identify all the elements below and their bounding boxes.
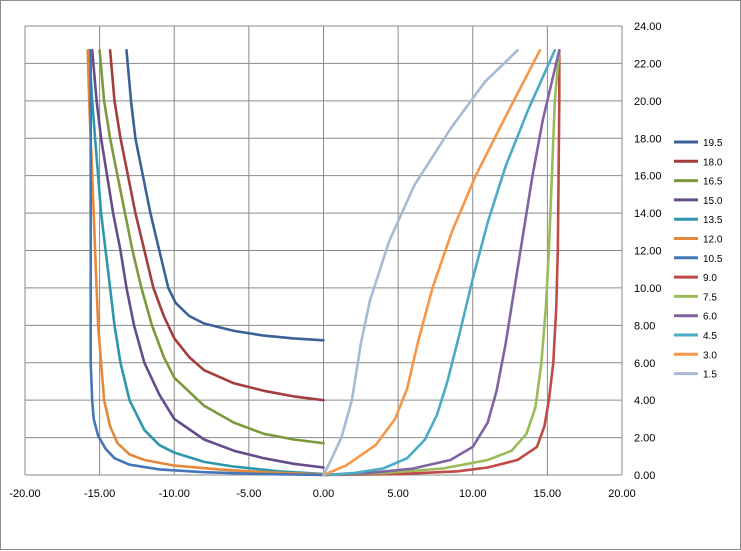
y-tick-label: 2.00: [634, 433, 655, 445]
y-tick-label: 4.00: [634, 395, 655, 407]
y-tick-label: 22.00: [634, 58, 662, 70]
legend-label: 10.5: [703, 254, 723, 265]
grid: [24, 25, 623, 476]
series-line-1.5: [322, 48, 519, 477]
y-tick-label: 0.00: [634, 470, 655, 482]
legend-label: 4.5: [703, 331, 717, 342]
y-axis-ticks: 0.00 2.00 4.00 6.00 8.00 10.00 12.00 14.00 16.00…: [634, 21, 662, 482]
series-line-7.5: [322, 48, 561, 477]
legend-label: 7.5: [703, 292, 717, 303]
legend-label: 18.0: [703, 157, 723, 168]
series-line-15.0: [90, 48, 325, 469]
series-line-18.0: [108, 48, 325, 402]
x-tick-label: 10.00: [459, 488, 487, 500]
x-axis-ticks: -20.00 -15.00 -10.00 -5.00 0.00 5.00 10.00 15.0…: [9, 488, 635, 500]
legend-label: 1.5: [703, 370, 717, 381]
x-tick-label: 5.00: [387, 488, 408, 500]
y-tick-label: 8.00: [634, 320, 655, 332]
series-line-4.5: [322, 48, 557, 477]
legend-label: 12.0: [703, 235, 723, 246]
y-tick-label: 20.00: [634, 96, 662, 108]
series-line-3.0: [322, 48, 542, 477]
series-line-9.0: [322, 48, 561, 477]
legend-label: 3.0: [703, 350, 717, 361]
series-lines: [86, 48, 561, 477]
series-line-13.5: [87, 48, 325, 476]
x-tick-label: -10.00: [159, 488, 190, 500]
series-line-10.5: [89, 48, 325, 477]
legend-label: 6.0: [703, 312, 717, 323]
series-line-16.5: [98, 48, 325, 445]
series-line-6.0: [322, 48, 561, 477]
x-tick-label: -5.00: [236, 488, 261, 500]
y-tick-label: 14.00: [634, 208, 662, 220]
legend-label: 16.5: [703, 177, 723, 188]
legend-label: 19.5: [703, 138, 723, 149]
x-tick-label: -20.00: [9, 488, 40, 500]
y-tick-label: 18.00: [634, 133, 662, 145]
legend-label: 9.0: [703, 273, 717, 284]
legend: 19.5 18.0 16.5 15.0 13.5 12.0 10.5 9.0 7.5 6.0 4.5…: [674, 138, 723, 381]
x-tick-label: 0.00: [313, 488, 334, 500]
series-line-19.5: [125, 48, 325, 342]
legend-label: 15.0: [703, 196, 723, 207]
y-tick-label: 24.00: [634, 21, 662, 33]
y-tick-label: 10.00: [634, 283, 662, 295]
y-tick-label: 12.00: [634, 246, 662, 258]
x-tick-label: 15.00: [534, 488, 562, 500]
legend-label: 13.5: [703, 215, 723, 226]
y-tick-label: 6.00: [634, 358, 655, 370]
y-tick-label: 16.00: [634, 171, 662, 183]
x-tick-label: -15.00: [84, 488, 115, 500]
x-tick-label: 20.00: [608, 488, 636, 500]
